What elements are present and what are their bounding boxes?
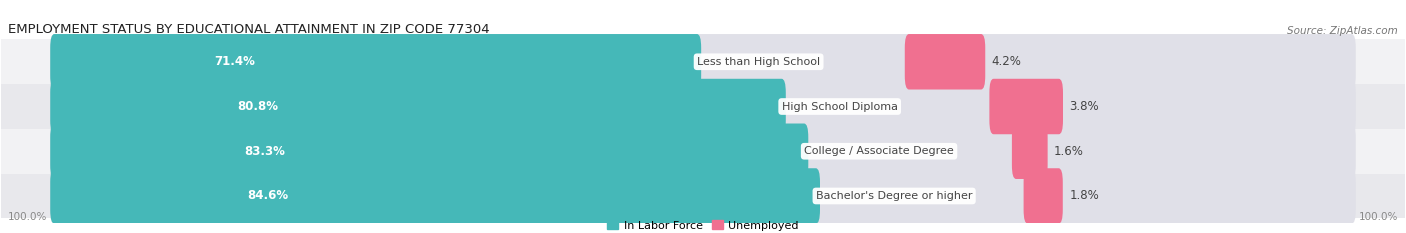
FancyBboxPatch shape (51, 79, 1355, 134)
Text: 4.2%: 4.2% (991, 55, 1022, 68)
Text: 3.8%: 3.8% (1070, 100, 1099, 113)
Text: Bachelor's Degree or higher: Bachelor's Degree or higher (815, 191, 973, 201)
Bar (1, 129, 1405, 174)
FancyBboxPatch shape (1024, 168, 1063, 224)
FancyBboxPatch shape (990, 79, 1063, 134)
Text: 84.6%: 84.6% (247, 189, 288, 202)
Text: 80.8%: 80.8% (238, 100, 278, 113)
Bar (1, 174, 1405, 218)
FancyBboxPatch shape (905, 34, 986, 89)
Text: 83.3%: 83.3% (243, 145, 285, 158)
Text: 71.4%: 71.4% (214, 55, 254, 68)
Text: 100.0%: 100.0% (1358, 212, 1398, 222)
Text: Less than High School: Less than High School (697, 57, 820, 67)
FancyBboxPatch shape (51, 79, 786, 134)
Text: 100.0%: 100.0% (8, 212, 48, 222)
Bar (1, 39, 1405, 84)
FancyBboxPatch shape (51, 123, 1355, 179)
Text: 1.8%: 1.8% (1070, 189, 1099, 202)
FancyBboxPatch shape (1012, 123, 1047, 179)
Text: 1.6%: 1.6% (1054, 145, 1084, 158)
FancyBboxPatch shape (51, 34, 1355, 89)
Text: College / Associate Degree: College / Associate Degree (804, 146, 953, 156)
FancyBboxPatch shape (51, 168, 1355, 224)
Text: High School Diploma: High School Diploma (782, 102, 897, 112)
Legend: In Labor Force, Unemployed: In Labor Force, Unemployed (603, 216, 803, 233)
Bar (1, 84, 1405, 129)
FancyBboxPatch shape (51, 168, 820, 224)
FancyBboxPatch shape (51, 123, 808, 179)
FancyBboxPatch shape (51, 34, 702, 89)
Text: Source: ZipAtlas.com: Source: ZipAtlas.com (1288, 26, 1398, 36)
Text: EMPLOYMENT STATUS BY EDUCATIONAL ATTAINMENT IN ZIP CODE 77304: EMPLOYMENT STATUS BY EDUCATIONAL ATTAINM… (8, 23, 489, 36)
